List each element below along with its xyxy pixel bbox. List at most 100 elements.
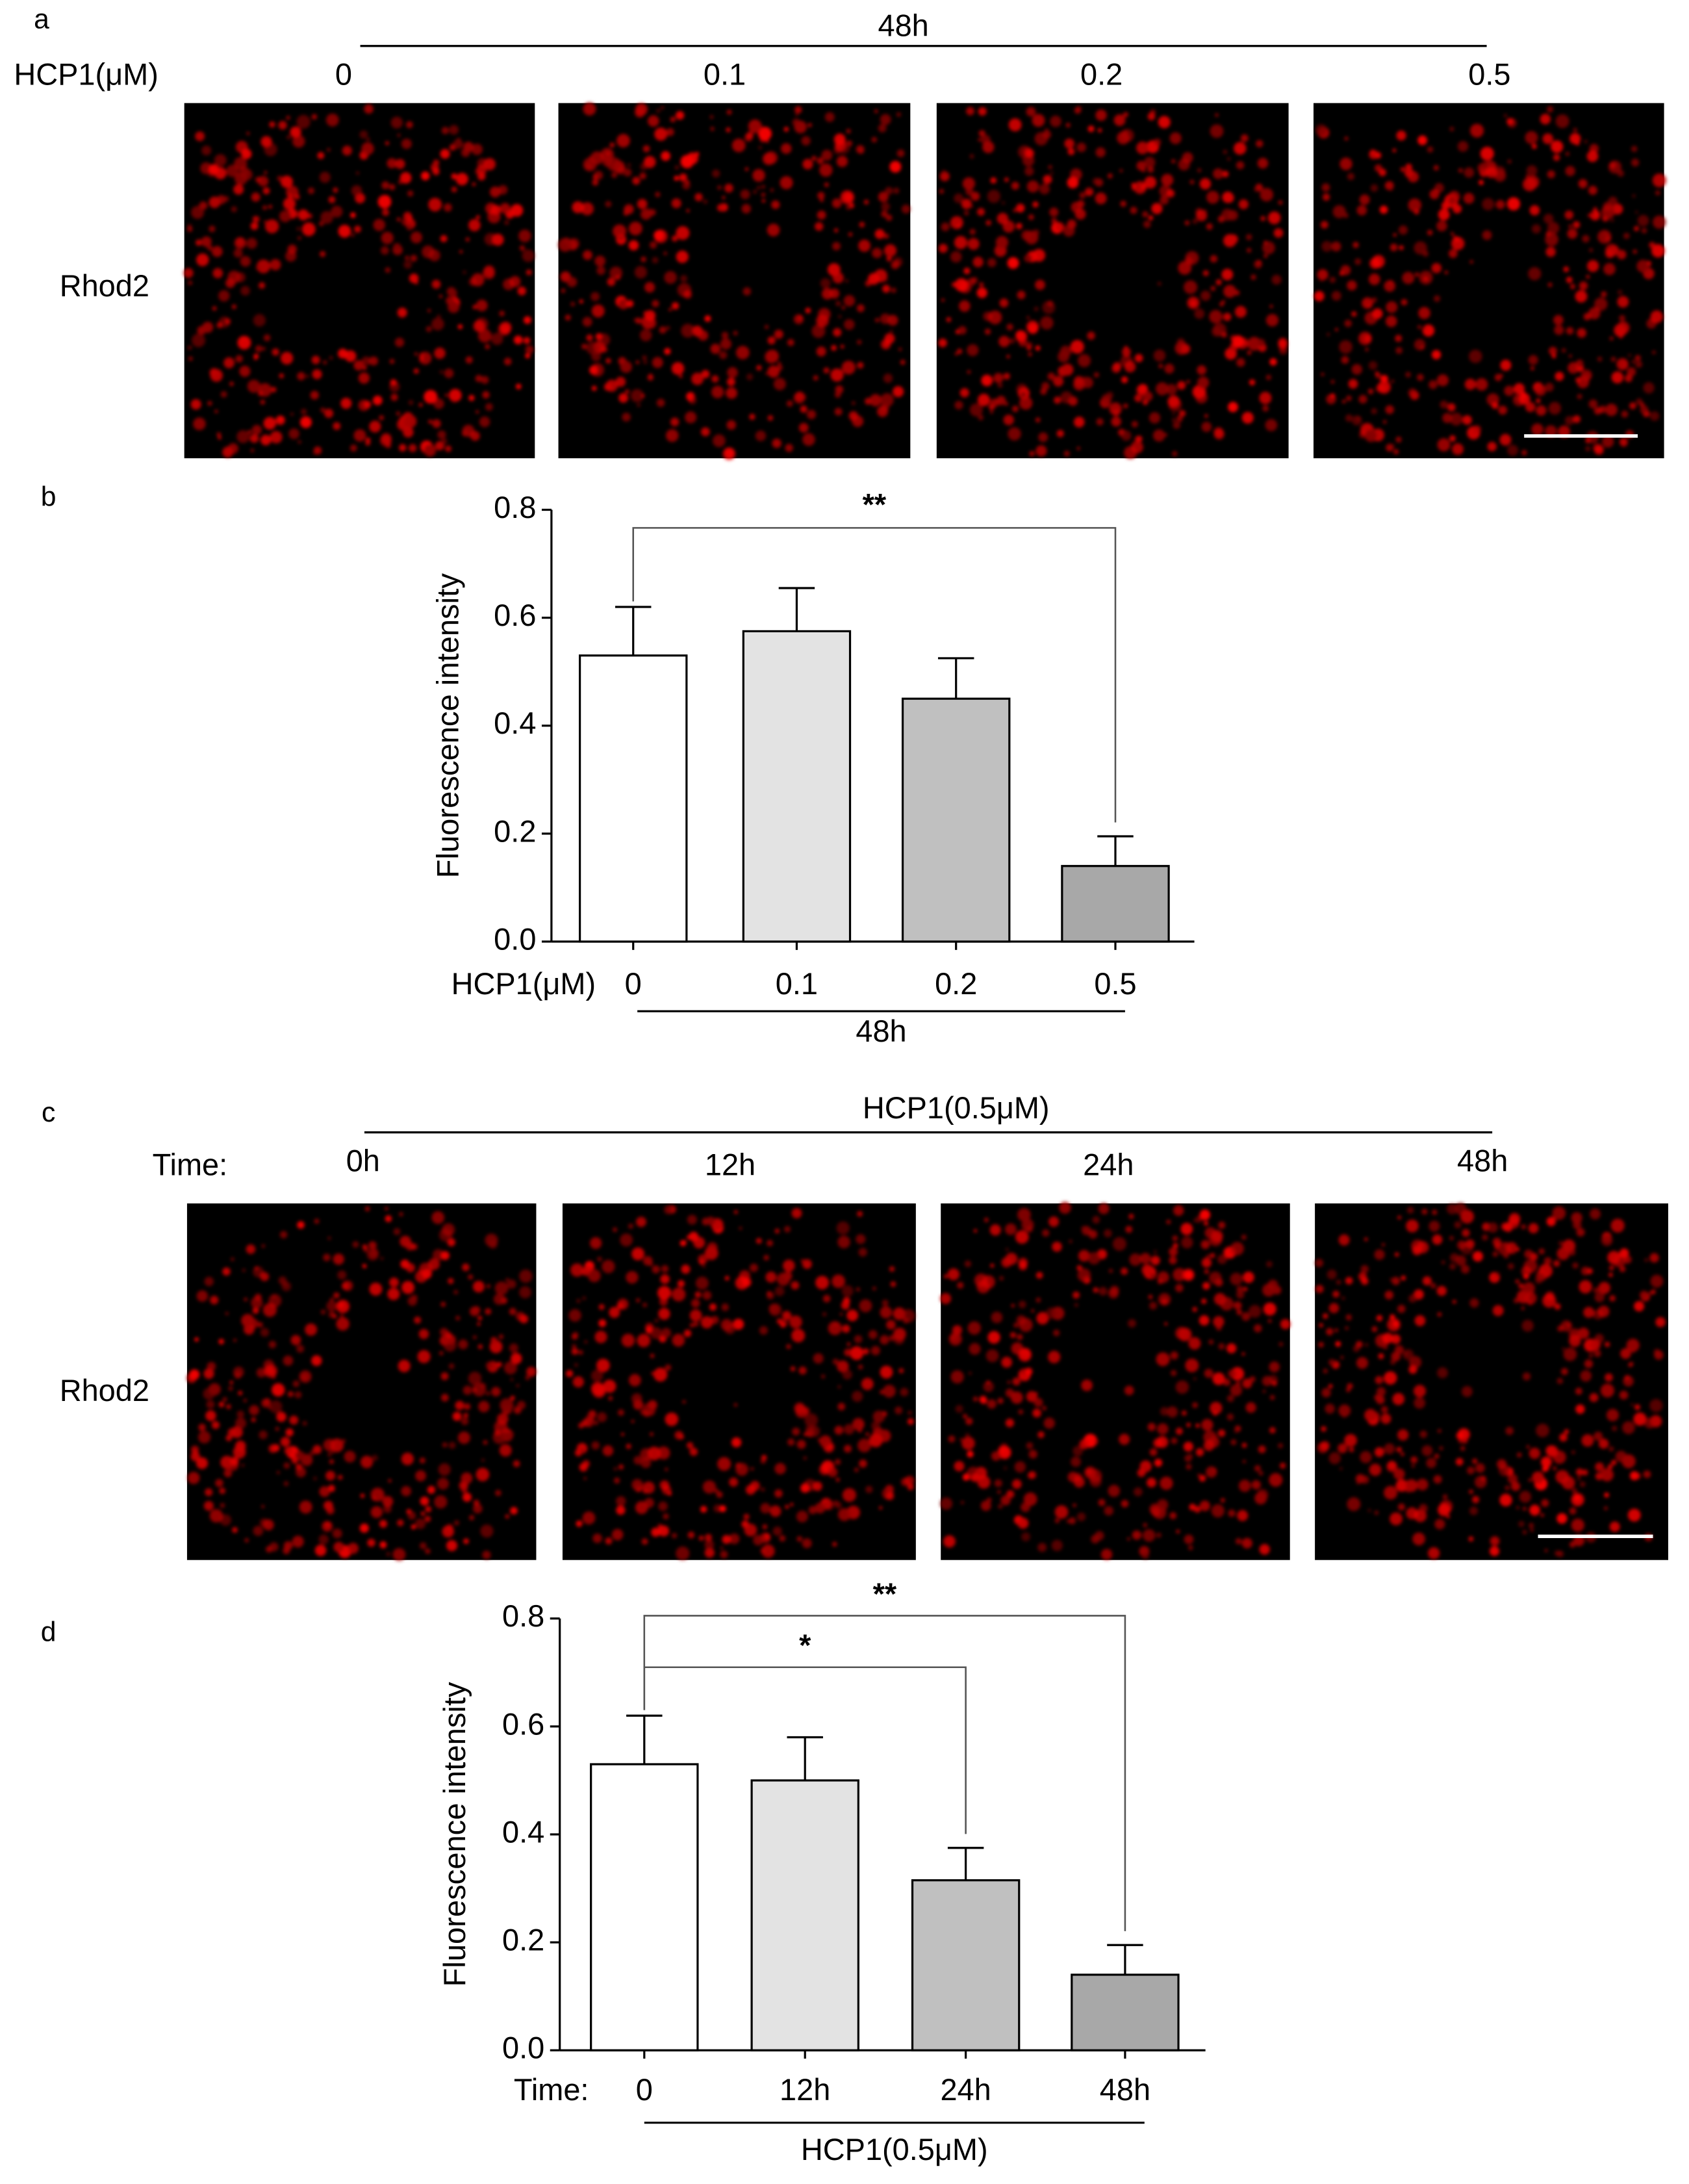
spot (1173, 1268, 1186, 1281)
spot (1586, 150, 1599, 162)
spot (878, 192, 889, 202)
spot (264, 220, 267, 224)
spot (408, 444, 417, 452)
spot (1018, 1409, 1024, 1415)
spot (1076, 200, 1085, 208)
spot (322, 1521, 333, 1532)
spot (215, 1478, 223, 1487)
spot (741, 203, 751, 214)
spot (642, 1481, 655, 1494)
spot (594, 255, 606, 267)
spot (1556, 1378, 1564, 1385)
spot (420, 1497, 429, 1506)
spot (767, 1239, 774, 1247)
spot (615, 274, 621, 280)
spot (1111, 416, 1121, 427)
spot (333, 1292, 340, 1299)
spot (349, 444, 357, 452)
spot (1050, 171, 1054, 175)
spot (253, 356, 257, 361)
spot (870, 1346, 880, 1355)
spot (1053, 376, 1064, 387)
spot (1026, 345, 1032, 351)
spot (492, 233, 504, 246)
spot (635, 360, 640, 365)
spot (1230, 1384, 1243, 1396)
spot (850, 1346, 864, 1360)
spot (196, 253, 209, 266)
spot (237, 335, 251, 350)
spot (1034, 1398, 1043, 1407)
spot (665, 429, 679, 443)
spot (1194, 308, 1205, 319)
spot (1394, 1252, 1399, 1257)
spot (1529, 205, 1540, 216)
spot (624, 207, 630, 213)
spot (1048, 165, 1052, 170)
spot (1360, 1265, 1369, 1274)
spot (986, 1380, 990, 1384)
spot (250, 222, 259, 230)
spot (643, 311, 649, 316)
spot (1627, 1508, 1641, 1522)
spot (683, 1330, 692, 1337)
spot (400, 172, 412, 184)
spot (665, 1467, 668, 1471)
spot (513, 1460, 520, 1467)
spot (1134, 353, 1143, 363)
spot (1181, 1410, 1187, 1416)
spot (717, 203, 725, 212)
spot (854, 1335, 863, 1344)
spot (261, 1398, 271, 1408)
spot (843, 295, 856, 307)
spot (637, 199, 648, 209)
spot (1169, 1247, 1178, 1257)
spot (1178, 409, 1186, 417)
spot (255, 345, 262, 353)
spot (686, 1235, 691, 1240)
spot (900, 359, 906, 365)
spot (1616, 250, 1627, 260)
spot (389, 359, 395, 365)
spot (687, 1531, 695, 1539)
spot (268, 1406, 272, 1409)
spot (472, 1382, 487, 1396)
spot (1008, 118, 1022, 132)
spot (1518, 1521, 1525, 1528)
spot (1100, 1548, 1113, 1560)
spot (1322, 193, 1330, 201)
spot (1171, 1437, 1178, 1445)
y-tick-label: 0.8 (502, 1599, 544, 1633)
spot (615, 376, 626, 387)
spot (1173, 421, 1181, 430)
spot (1213, 428, 1225, 440)
spot (229, 1380, 234, 1385)
spot (700, 1506, 707, 1513)
spot (401, 1485, 412, 1497)
spot (786, 1344, 791, 1350)
spot (1442, 1494, 1448, 1500)
panel-label: c (42, 1097, 55, 1128)
spot (961, 1500, 964, 1504)
spot (363, 400, 372, 409)
spot (1222, 170, 1229, 177)
spot (1279, 1462, 1286, 1469)
spot (277, 175, 283, 181)
spot (1367, 1509, 1371, 1512)
spot (869, 1433, 883, 1448)
spot (1399, 245, 1404, 250)
spot (1633, 1412, 1647, 1426)
spot (314, 1218, 320, 1224)
spot (440, 149, 450, 159)
spot (991, 1311, 1003, 1324)
spot (1383, 420, 1387, 424)
spot (1220, 1498, 1225, 1503)
spot (816, 346, 826, 357)
spot (500, 1398, 514, 1413)
spot (1371, 297, 1377, 303)
spot (1226, 1343, 1237, 1354)
spot (490, 1337, 498, 1344)
spot (1332, 1291, 1340, 1298)
spot (1236, 1291, 1245, 1299)
x-tick-label: 0.2 (935, 966, 977, 1001)
